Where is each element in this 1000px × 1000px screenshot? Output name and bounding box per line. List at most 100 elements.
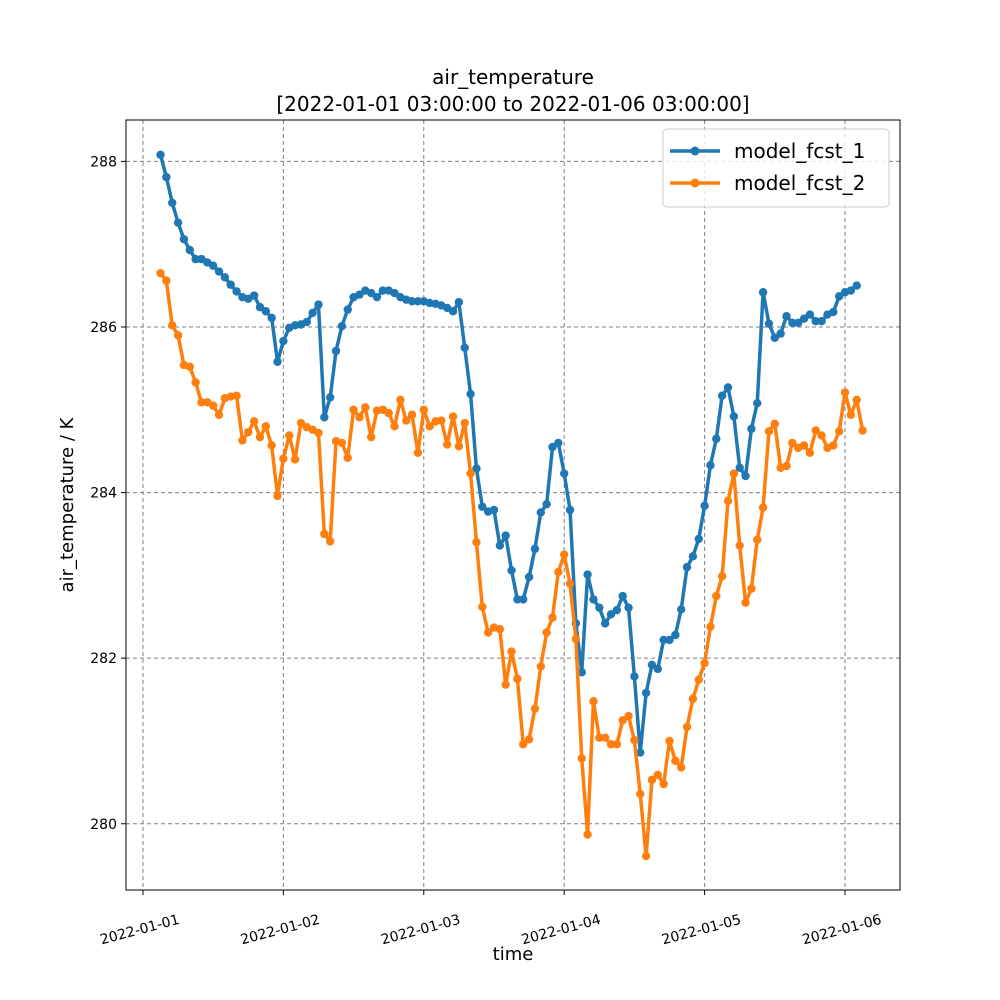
data-point: [454, 297, 464, 307]
data-point: [565, 579, 575, 588]
data-point: [817, 316, 826, 326]
data-point: [267, 441, 276, 450]
data-point: [758, 503, 768, 512]
data-point: [606, 740, 616, 749]
data-point: [214, 267, 224, 276]
data-point: [232, 287, 241, 296]
data-point: [542, 628, 551, 637]
data-point: [559, 550, 569, 559]
data-point: [764, 427, 774, 436]
data-point: [255, 302, 265, 312]
data-point: [320, 529, 329, 539]
data-point: [325, 393, 335, 402]
data-point: [220, 273, 230, 282]
data-point: [478, 602, 487, 612]
data-point: [314, 428, 323, 438]
data-point: [156, 150, 165, 159]
data-point: [630, 735, 639, 745]
data-point: [747, 584, 756, 593]
legend-box: [662, 128, 890, 208]
x-axis-label: time: [493, 944, 534, 965]
data-point: [507, 647, 516, 656]
data-point: [173, 218, 183, 227]
data-point: [712, 434, 721, 443]
data-point: [805, 448, 815, 458]
data-point: [694, 534, 703, 544]
data-point: [279, 454, 288, 463]
data-point: [741, 471, 750, 481]
data-point: [448, 412, 458, 421]
data-point: [442, 440, 452, 449]
legend-marker: [690, 146, 700, 156]
series-model-fcst-2: [156, 268, 867, 861]
data-point: [267, 313, 276, 323]
y-axis-label: air_temperature / K: [57, 416, 78, 592]
data-point: [706, 622, 715, 631]
data-point: [530, 704, 540, 713]
data-point: [413, 448, 423, 458]
data-point: [636, 748, 645, 757]
data-point: [829, 307, 838, 317]
data-point: [647, 775, 657, 785]
data-point: [729, 469, 739, 478]
data-point: [513, 595, 522, 604]
data-point: [653, 770, 662, 780]
data-point: [559, 469, 569, 478]
data-point: [700, 501, 709, 511]
data-point: [466, 389, 475, 399]
data-point: [735, 463, 744, 472]
data-point: [208, 401, 218, 410]
legend-label: model_fcst_1: [734, 139, 865, 163]
data-point: [507, 566, 516, 575]
data-point: [717, 572, 727, 581]
data-point: [273, 491, 282, 501]
data-point: [753, 398, 762, 408]
data-point: [290, 455, 300, 464]
data-point: [355, 413, 364, 422]
data-point: [682, 722, 692, 732]
data-point: [179, 235, 189, 244]
data-point: [390, 288, 399, 298]
data-point: [343, 453, 352, 463]
data-point: [840, 388, 850, 397]
data-point: [712, 591, 721, 601]
data-point: [279, 336, 288, 346]
data-point: [355, 290, 364, 299]
data-point: [372, 292, 382, 302]
data-point: [419, 405, 428, 414]
data-point: [829, 441, 838, 450]
data-point: [156, 268, 165, 278]
data-point: [782, 312, 791, 321]
data-point: [361, 403, 370, 412]
data-point: [168, 198, 177, 207]
data-point: [337, 438, 347, 448]
data-point: [407, 297, 417, 306]
data-point: [425, 422, 434, 431]
data-point: [208, 261, 218, 270]
data-point: [483, 628, 493, 637]
data-point: [653, 664, 662, 674]
data-point: [378, 286, 388, 295]
data-point: [337, 321, 347, 331]
data-point: [753, 535, 762, 544]
data-point: [577, 668, 586, 677]
legend-label: model_fcst_2: [734, 171, 865, 195]
data-point: [460, 343, 469, 352]
data-point: [834, 427, 844, 436]
data-point: [677, 763, 686, 772]
data-point: [554, 567, 563, 577]
data-point: [723, 496, 733, 506]
data-point: [794, 318, 803, 328]
data-point: [413, 297, 423, 306]
data-point: [173, 331, 183, 340]
data-point: [747, 424, 756, 434]
legend-marker: [690, 178, 700, 188]
data-point: [495, 624, 505, 634]
data-point: [255, 432, 265, 442]
data-point: [232, 391, 241, 400]
data-point: [595, 603, 604, 612]
data-point: [846, 286, 856, 295]
data-point: [665, 635, 674, 645]
data-point: [197, 398, 206, 407]
data-point: [688, 552, 698, 561]
